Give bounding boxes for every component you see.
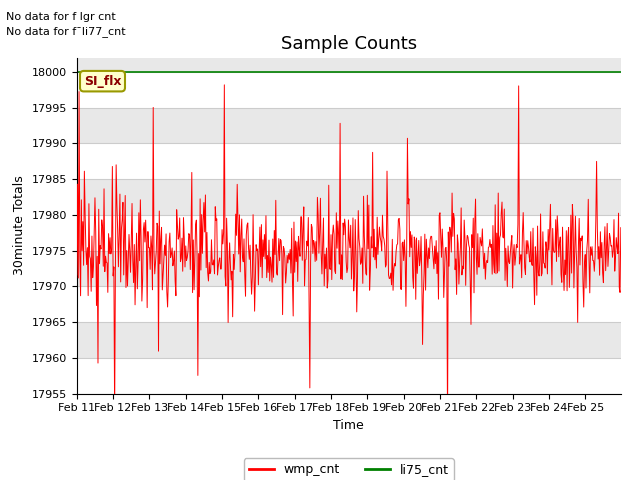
Bar <box>77 72 621 108</box>
Text: No data for f¯li77_cnt: No data for f¯li77_cnt <box>6 26 126 37</box>
Bar <box>77 287 621 322</box>
X-axis label: Time: Time <box>333 419 364 432</box>
Text: No data for f lgr cnt: No data for f lgr cnt <box>6 12 116 22</box>
Text: SI_flx: SI_flx <box>84 75 121 88</box>
Bar <box>77 144 621 179</box>
Title: Sample Counts: Sample Counts <box>281 35 417 53</box>
Legend: wmp_cnt, li75_cnt: wmp_cnt, li75_cnt <box>244 458 454 480</box>
Bar <box>77 358 621 394</box>
Bar <box>77 215 621 251</box>
Y-axis label: 30minute Totals: 30minute Totals <box>13 176 26 276</box>
